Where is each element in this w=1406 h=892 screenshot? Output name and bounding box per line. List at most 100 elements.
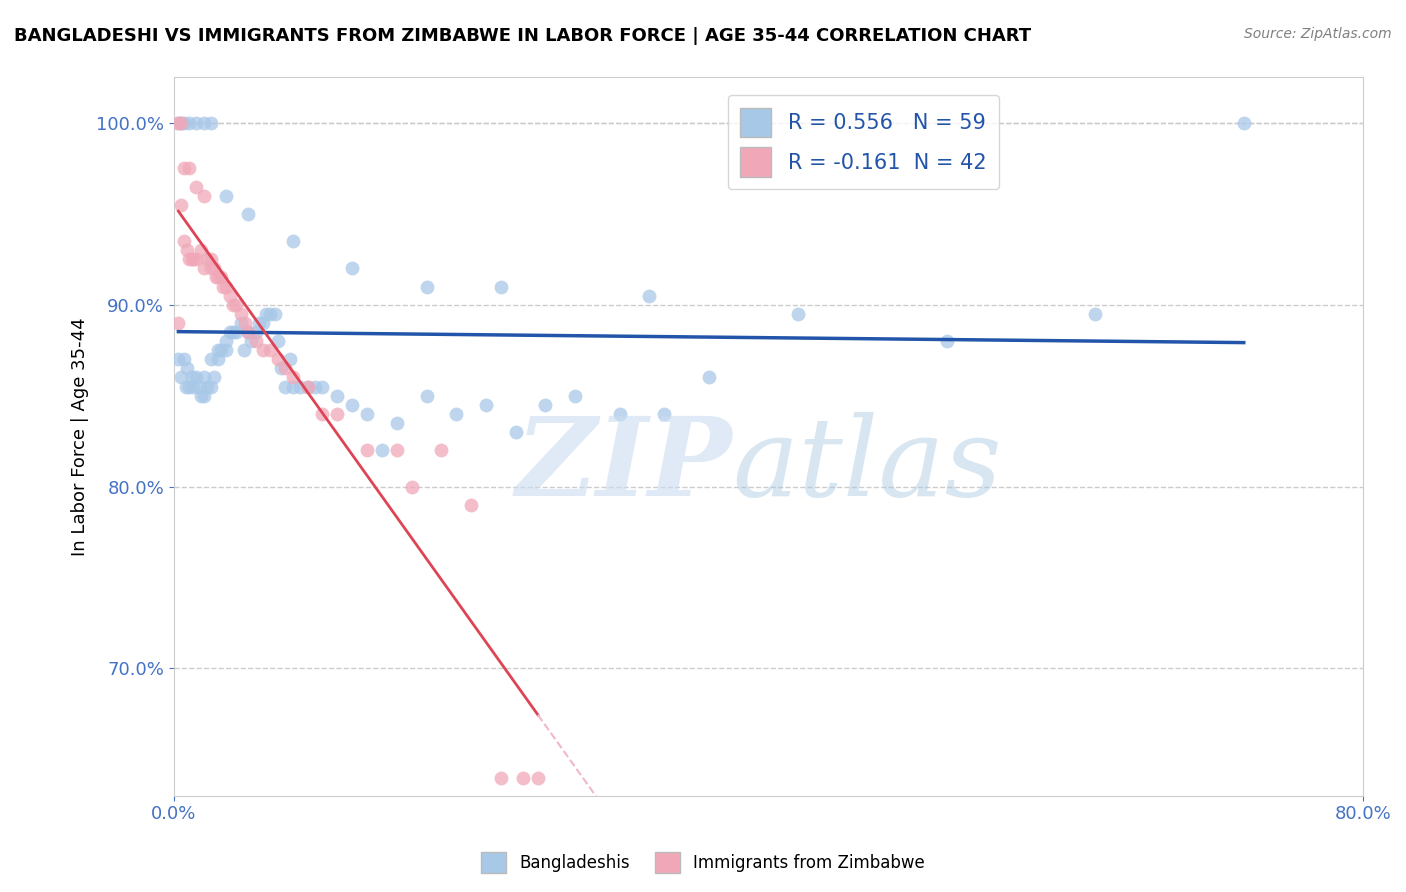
Point [170, 116, 193, 130]
Point [193, 389, 215, 403]
Point [385, 443, 408, 458]
Point [371, 443, 394, 458]
Point [219, 325, 242, 339]
Point [225, 325, 247, 339]
Point [252, 316, 274, 330]
Point [170, 370, 193, 384]
Point [609, 407, 631, 421]
Text: ZIP: ZIP [516, 411, 733, 519]
Point [247, 316, 270, 330]
Point [267, 334, 290, 348]
Point [207, 270, 229, 285]
Point [274, 379, 297, 393]
Point [173, 116, 195, 130]
Point [233, 316, 256, 330]
Point [167, 316, 190, 330]
Point [212, 279, 235, 293]
Point [229, 307, 252, 321]
Point [215, 343, 238, 358]
Point [170, 198, 193, 212]
Point [401, 480, 423, 494]
Point [267, 352, 290, 367]
Point [195, 252, 218, 267]
Point [415, 389, 437, 403]
Point [167, 116, 190, 130]
Point [281, 370, 304, 384]
Point [200, 116, 222, 130]
Y-axis label: In Labor Force | Age 35-44: In Labor Force | Age 35-44 [72, 318, 89, 556]
Point [200, 379, 222, 393]
Point [238, 207, 260, 221]
Point [259, 343, 281, 358]
Point [245, 334, 267, 348]
Point [278, 352, 301, 367]
Point [167, 352, 190, 367]
Point [219, 288, 242, 302]
Point [245, 325, 267, 339]
Point [207, 352, 229, 367]
Point [935, 334, 957, 348]
Point [229, 316, 252, 330]
Point [188, 379, 211, 393]
Point [274, 361, 297, 376]
Point [342, 398, 364, 412]
Point [215, 279, 238, 293]
Point [202, 261, 225, 276]
Point [259, 307, 281, 321]
Point [1233, 116, 1256, 130]
Point [281, 379, 304, 393]
Point [311, 407, 333, 421]
Point [638, 288, 661, 302]
Point [240, 334, 263, 348]
Point [652, 407, 675, 421]
Point [186, 370, 208, 384]
Point [297, 379, 319, 393]
Legend: Bangladeshis, Immigrants from Zimbabwe: Bangladeshis, Immigrants from Zimbabwe [474, 846, 932, 880]
Point [177, 116, 200, 130]
Point [232, 343, 254, 358]
Point [225, 298, 247, 312]
Point [170, 116, 193, 130]
Point [186, 179, 208, 194]
Point [181, 379, 204, 393]
Point [356, 443, 378, 458]
Point [211, 270, 233, 285]
Point [238, 325, 260, 339]
Point [190, 389, 212, 403]
Point [527, 771, 550, 785]
Text: BANGLADESHI VS IMMIGRANTS FROM ZIMBABWE IN LABOR FORCE | AGE 35-44 CORRELATION C: BANGLADESHI VS IMMIGRANTS FROM ZIMBABWE … [14, 27, 1031, 45]
Point [173, 352, 195, 367]
Point [697, 370, 720, 384]
Point [444, 407, 467, 421]
Point [193, 370, 215, 384]
Point [186, 252, 208, 267]
Point [200, 252, 222, 267]
Point [190, 243, 212, 257]
Point [173, 234, 195, 248]
Point [270, 361, 292, 376]
Point [177, 379, 200, 393]
Point [564, 389, 586, 403]
Point [222, 325, 245, 339]
Point [787, 307, 810, 321]
Point [181, 252, 204, 267]
Point [238, 325, 260, 339]
Point [512, 771, 534, 785]
Point [326, 407, 349, 421]
Text: atlas: atlas [733, 411, 1002, 519]
Point [326, 389, 349, 403]
Point [204, 270, 226, 285]
Point [342, 261, 364, 276]
Point [215, 334, 238, 348]
Point [252, 343, 274, 358]
Point [186, 116, 208, 130]
Point [1084, 307, 1107, 321]
Point [167, 116, 190, 130]
Point [475, 398, 498, 412]
Point [193, 116, 215, 130]
Point [290, 379, 312, 393]
Point [460, 498, 482, 512]
Point [200, 261, 222, 276]
Point [193, 188, 215, 202]
Point [195, 379, 218, 393]
